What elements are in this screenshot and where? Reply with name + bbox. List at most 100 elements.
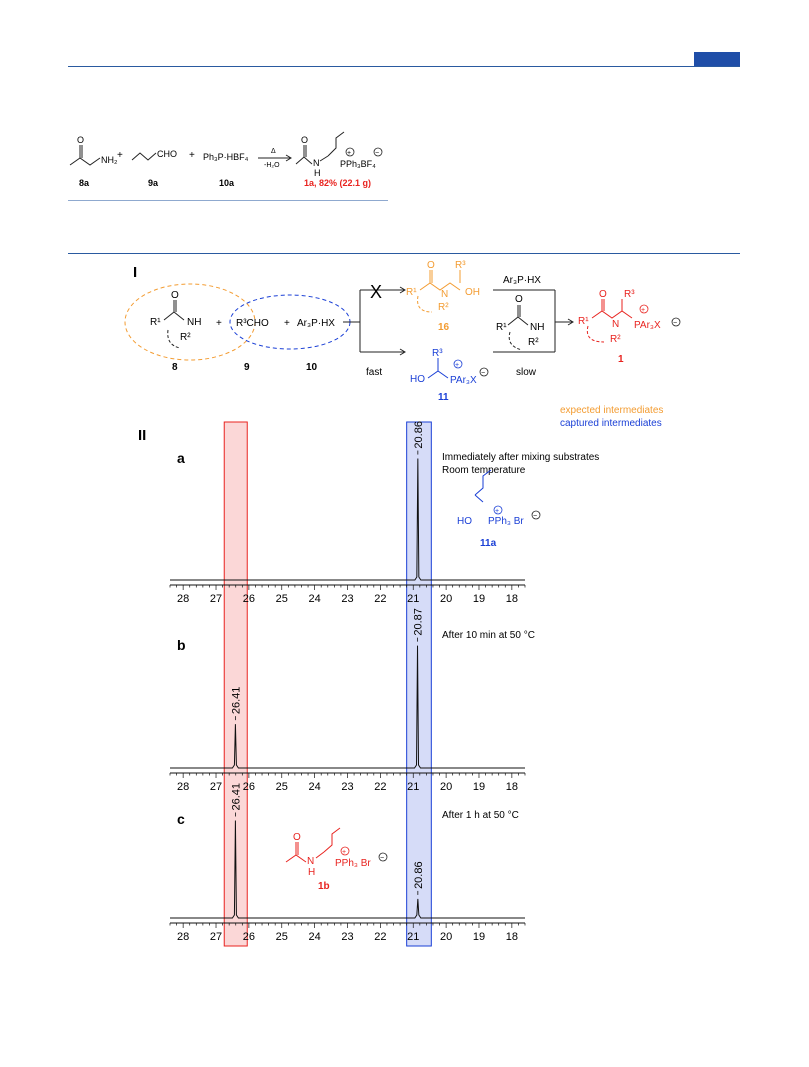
scheme-divider [68, 200, 388, 201]
p1-par3x: PAr₃X [634, 320, 661, 331]
peak-label: 20.87 [413, 608, 425, 636]
plus-1: + [117, 150, 123, 161]
s1b-plus-charge: + [342, 849, 346, 856]
amide-nh2: NH₂ [101, 155, 118, 165]
i11-plus-charge: + [455, 362, 459, 369]
highlight-band-21ppm [406, 421, 432, 947]
x-tick-label: 19 [473, 781, 485, 793]
accent-tab [694, 52, 740, 66]
s11a-pph3br: PPh₃ Br [488, 516, 524, 527]
plus-2: + [189, 150, 195, 161]
cmpd-10: 10 [306, 362, 318, 373]
blocked-x: X [370, 282, 382, 302]
x-tick-label: 28 [177, 931, 189, 943]
s1b-pph3br: PPh₃ Br [335, 858, 371, 869]
x-tick-label: 19 [473, 931, 485, 943]
x-tick-label: 23 [341, 781, 353, 793]
legend-expected: expected intermediates [560, 405, 663, 416]
x-tick-label: 22 [374, 593, 386, 605]
spectrum-letter: c [177, 811, 185, 827]
slow-label: slow [516, 367, 537, 378]
plus-I-1: + [216, 318, 222, 329]
spectrum-caption: Immediately after mixing substrates [442, 452, 599, 463]
section-rule [68, 253, 740, 254]
plus-I-2: + [284, 318, 290, 329]
product-n: N [313, 158, 320, 168]
x-tick-label: 18 [506, 593, 518, 605]
minus-charge: − [375, 150, 379, 157]
s11a-ho: HO [457, 516, 472, 527]
plus-charge: + [347, 150, 351, 157]
panel-I-scheme: I R¹ O NH R² + R³CHO + Ar₃P·HX 8 9 10 X … [124, 260, 681, 429]
p1-r3: R³ [624, 289, 635, 300]
i16-n: N [441, 289, 448, 300]
x-tick-label: 22 [374, 931, 386, 943]
amide-nh-8: NH [187, 317, 201, 328]
p1-n: N [612, 319, 619, 330]
delta-symbol: Δ [271, 148, 276, 155]
product-o: O [301, 135, 308, 145]
cmpd-11: 11 [438, 392, 449, 403]
x-tick-label: 21 [407, 931, 419, 943]
panel-I-label: I [133, 264, 137, 281]
product-pph3bf4: PPh₃BF₄ [340, 159, 376, 169]
i16-r3: R³ [455, 260, 466, 271]
i16-oh: OH [465, 287, 480, 298]
x-tick-label: 21 [407, 781, 419, 793]
label-10a: 10a [219, 178, 235, 188]
spectrum-letter: b [177, 637, 186, 653]
product-h: H [314, 168, 321, 178]
spectrum-trace [170, 458, 525, 581]
x-tick-label: 19 [473, 593, 485, 605]
amide-o-8: O [171, 290, 179, 301]
spectrum-trace [170, 820, 525, 919]
amide-r2-8: R² [180, 332, 191, 343]
x-tick-label: 23 [341, 931, 353, 943]
amide-r1: R¹ [150, 317, 161, 328]
s1b-label: 1b [318, 881, 330, 892]
spectrum-a: a Immediately after mixing substrates Room… [169, 421, 599, 605]
i11-minus-charge: − [481, 370, 485, 377]
reagent-10a: Ph₃P·HBF₄ [203, 152, 249, 162]
x-tick-label: 18 [506, 931, 518, 943]
i16-r2: R² [438, 302, 449, 313]
x-tick-label: 25 [276, 593, 288, 605]
spectrum-caption: After 1 h at 50 °C [442, 810, 519, 821]
spectrum-caption-2: Room temperature [442, 465, 526, 476]
x-tick-label: 21 [407, 593, 419, 605]
x-tick-label: 20 [440, 931, 452, 943]
peak-label: 26.41 [230, 783, 242, 811]
box-r1: R¹ [496, 322, 507, 333]
reagent-ar3phx: Ar₃P·HX [297, 318, 335, 329]
x-tick-label: 25 [276, 931, 288, 943]
spectrum-letter: a [177, 450, 185, 466]
s1b-n: N [307, 856, 314, 867]
spectrum-trace [170, 645, 525, 769]
highlight-band-26ppm [223, 421, 248, 947]
amide-o: O [77, 135, 84, 145]
cmpd-8: 8 [172, 362, 178, 373]
aldehyde-cho: CHO [157, 149, 177, 159]
x-tick-label: 28 [177, 781, 189, 793]
p1-o: O [599, 289, 607, 300]
s11a-minus-charge: − [533, 513, 537, 520]
i16-o: O [427, 260, 435, 271]
x-tick-label: 23 [341, 593, 353, 605]
peak-label: 20.86 [413, 421, 425, 449]
x-tick-label: 24 [309, 781, 321, 793]
cmpd-16: 16 [438, 322, 450, 333]
label-9a: 9a [148, 178, 159, 188]
p1-r2: R² [610, 334, 621, 345]
label-8a: 8a [79, 178, 90, 188]
x-tick-label: 20 [440, 781, 452, 793]
x-tick-label: 24 [309, 931, 321, 943]
minus-water: -H₂O [264, 162, 280, 169]
s11a-label: 11a [480, 538, 497, 549]
x-tick-label: 27 [210, 781, 222, 793]
spectrum-caption: After 10 min at 50 °C [442, 630, 535, 641]
cmpd-1: 1 [618, 354, 624, 365]
box-ar3phx: Ar₃P·HX [503, 275, 541, 286]
s1b-o: O [293, 832, 301, 843]
box-r2: R² [528, 337, 539, 348]
